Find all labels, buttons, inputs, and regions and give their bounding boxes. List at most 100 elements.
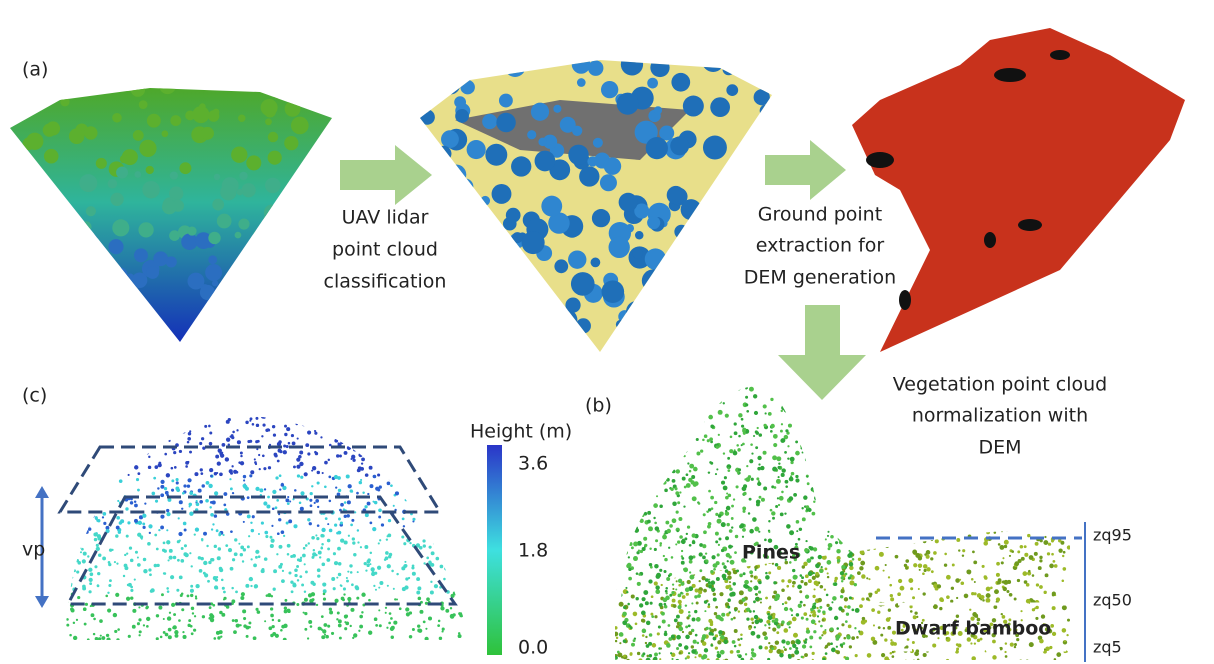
point xyxy=(703,530,707,534)
point xyxy=(952,563,955,566)
point xyxy=(461,597,465,601)
point xyxy=(151,492,155,496)
point xyxy=(805,595,809,599)
point xyxy=(644,544,647,547)
point xyxy=(828,547,831,550)
point xyxy=(418,597,422,601)
point xyxy=(757,456,761,460)
point xyxy=(454,515,456,517)
tree-crown xyxy=(435,159,444,168)
point xyxy=(418,440,422,444)
point xyxy=(689,571,691,573)
point xyxy=(663,433,666,436)
point xyxy=(802,565,805,568)
point xyxy=(851,413,854,416)
point xyxy=(102,454,106,458)
point xyxy=(309,599,313,603)
point xyxy=(628,456,630,458)
point xyxy=(148,442,151,445)
point xyxy=(670,488,673,491)
point xyxy=(830,406,835,411)
point xyxy=(790,477,793,480)
point xyxy=(1014,598,1017,601)
point xyxy=(278,545,282,549)
point xyxy=(430,581,432,583)
point xyxy=(102,431,105,434)
point xyxy=(81,548,84,551)
point xyxy=(192,612,194,614)
point xyxy=(163,542,166,545)
point xyxy=(390,617,393,620)
point xyxy=(347,571,349,573)
point xyxy=(119,521,122,524)
point xyxy=(1066,634,1068,636)
point xyxy=(201,419,203,421)
point xyxy=(417,586,421,590)
point xyxy=(347,500,351,504)
point xyxy=(906,519,911,524)
tree-crown xyxy=(673,304,690,321)
point xyxy=(316,604,318,606)
point xyxy=(243,484,247,488)
point xyxy=(650,566,653,569)
point xyxy=(873,547,876,550)
point xyxy=(405,475,408,478)
point xyxy=(1067,545,1071,549)
point xyxy=(181,608,184,611)
point xyxy=(822,630,826,634)
point xyxy=(669,524,673,528)
point xyxy=(415,451,419,455)
point xyxy=(80,422,82,424)
point xyxy=(440,606,444,610)
point xyxy=(738,644,741,647)
point xyxy=(804,641,807,644)
point xyxy=(672,501,677,506)
point xyxy=(734,645,737,648)
point xyxy=(446,505,449,508)
point xyxy=(146,617,150,621)
point xyxy=(219,630,223,634)
point xyxy=(232,492,234,494)
point xyxy=(413,404,416,407)
point xyxy=(130,559,134,563)
point xyxy=(439,470,443,474)
point xyxy=(328,476,331,479)
point xyxy=(630,525,634,529)
point xyxy=(656,495,658,497)
point xyxy=(88,590,91,593)
point xyxy=(252,515,255,518)
point xyxy=(969,572,971,574)
tree-crown xyxy=(242,183,256,197)
point xyxy=(625,587,627,589)
point xyxy=(672,479,676,483)
point xyxy=(166,473,170,477)
point xyxy=(694,411,697,414)
point xyxy=(980,595,984,599)
point xyxy=(132,609,136,613)
point xyxy=(350,625,352,627)
point xyxy=(624,550,628,554)
point xyxy=(272,632,276,636)
point xyxy=(664,562,667,565)
point xyxy=(74,538,77,541)
point xyxy=(107,592,109,594)
point xyxy=(146,452,149,455)
point xyxy=(629,542,633,546)
point xyxy=(718,410,723,415)
point xyxy=(288,442,291,445)
point xyxy=(431,439,434,442)
point xyxy=(324,485,327,488)
point xyxy=(353,433,357,437)
point xyxy=(642,629,647,634)
point xyxy=(983,541,988,546)
point xyxy=(423,544,426,547)
tree-crown xyxy=(318,229,327,238)
point xyxy=(733,617,736,620)
tree-crown xyxy=(213,109,220,116)
point xyxy=(187,478,191,482)
point xyxy=(626,591,628,593)
point xyxy=(138,634,140,636)
tree-crown xyxy=(625,224,634,233)
point xyxy=(399,607,402,610)
point xyxy=(672,470,676,474)
